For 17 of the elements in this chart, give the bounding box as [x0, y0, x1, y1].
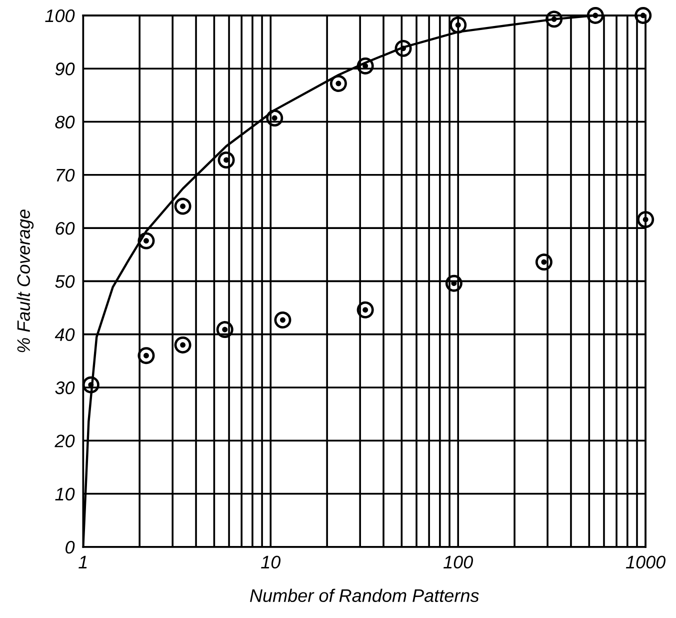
x-axis-title: Number of Random Patterns	[250, 588, 479, 602]
x-tick-label: 1	[78, 556, 87, 568]
y-tick-label: 100	[45, 9, 75, 22]
y-tick-label: 80	[55, 116, 75, 128]
y-tick-label: 30	[55, 381, 75, 394]
y-tick-label: 10	[55, 488, 75, 500]
y-tick-label: 50	[55, 275, 75, 288]
y-tick-label: 0	[66, 540, 75, 554]
y-axis-title: % Fault Coverage	[16, 210, 34, 352]
y-tick-label: 60	[56, 222, 75, 235]
y-tick-label: 70	[56, 168, 75, 182]
x-tick-label: 100	[444, 556, 474, 569]
y-tick-label: 20	[54, 434, 75, 448]
x-tick-label: 1000	[626, 556, 666, 569]
x-tick-label: 10	[261, 556, 281, 569]
y-tick-label: 90	[55, 62, 75, 76]
y-tick-label: 40	[54, 328, 75, 342]
